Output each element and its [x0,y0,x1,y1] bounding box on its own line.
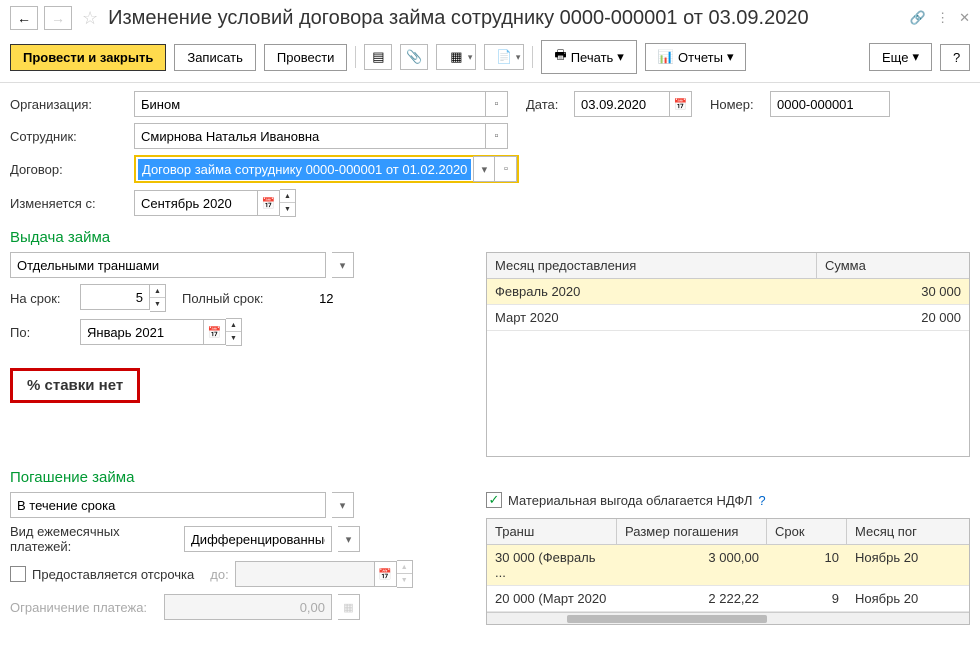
until-up[interactable]: ▲ [226,319,241,332]
issue-method-input[interactable] [10,252,326,278]
changes-from-input[interactable] [134,190,258,216]
employee-input[interactable] [134,123,486,149]
save-button[interactable]: Записать [174,44,256,71]
structure-icon[interactable]: ▤ [364,44,392,70]
org-open-icon[interactable]: ▫ [486,91,508,117]
contract-open-icon[interactable]: ▫ [495,156,517,182]
th-month[interactable]: Месяц предоставления [487,253,817,278]
th-sum[interactable]: Сумма [817,253,969,278]
table-row: Февраль 2020 30 000 [487,279,969,305]
employee-label: Сотрудник: [10,129,128,144]
page-title: Изменение условий договора займа сотрудн… [108,7,904,30]
term-down[interactable]: ▼ [150,298,165,311]
tranches-table: Месяц предоставления Сумма Февраль 2020 … [486,252,970,457]
deferral-label: Предоставляется отсрочка [32,567,194,582]
nav-forward-button[interactable]: → [44,6,72,30]
calendar-icon[interactable]: 📅 [670,91,692,117]
contract-dropdown-icon[interactable]: ▾ [473,156,495,182]
spinner-up[interactable]: ▲ [280,190,295,203]
limit-label: Ограничение платежа: [10,600,158,615]
payment-type-input[interactable] [184,526,332,552]
favorite-star-icon[interactable]: ☆ [82,8,98,29]
reports-button[interactable]: 📊 Отчеты ▾ [645,43,747,71]
th-repay[interactable]: Размер погашения [617,519,767,544]
rate-highlight-box: % ставки нет [10,368,140,403]
changes-calendar-icon[interactable]: 📅 [258,190,280,216]
number-label: Номер: [710,97,764,112]
ndfl-label: Материальная выгода облагается НДФЛ [508,493,752,508]
header-bar: ← → ☆ Изменение условий договора займа с… [0,0,980,36]
org-input[interactable] [134,91,486,117]
payment-type-dropdown-icon[interactable]: ▾ [338,526,360,552]
changes-from-label: Изменяется с: [10,196,128,211]
th-rterm[interactable]: Срок [767,519,847,544]
repay-method-input[interactable] [10,492,326,518]
until-calendar-icon[interactable]: 📅 [204,319,226,345]
th-rmonth[interactable]: Месяц пог [847,519,969,544]
number-input[interactable] [770,91,890,117]
toolbar: Провести и закрыть Записать Провести ▤ 📎… [0,36,980,83]
date-label: Дата: [526,97,568,112]
term-input[interactable] [80,284,150,310]
menu-dots-icon[interactable]: ⋮ [936,10,949,26]
deferral-calendar-icon: 📅 [375,561,397,587]
deferral-until-label: до: [210,567,228,582]
deferral-checkbox[interactable] [10,566,26,582]
help-button[interactable]: ? [940,44,970,71]
attachment-icon[interactable]: 📎 [400,44,428,70]
limit-calc-icon: ▦ [338,594,360,620]
repayment-table: Транш Размер погашения Срок Месяц пог 30… [486,518,970,625]
org-label: Организация: [10,97,128,112]
full-term-label: Полный срок: [182,291,264,306]
ndfl-checkbox[interactable]: ✓ [486,492,502,508]
date-input[interactable] [574,91,670,117]
full-term-input [270,285,340,311]
deferral-until-input [235,561,375,587]
nav-back-button[interactable]: ← [10,6,38,30]
term-up[interactable]: ▲ [150,285,165,298]
table-row: Март 2020 20 000 [487,305,969,331]
repay-method-dropdown-icon[interactable]: ▾ [332,492,354,518]
term-label: На срок: [10,291,74,306]
repayment-title: Погашение займа [10,469,970,486]
until-input[interactable] [80,319,204,345]
print-button[interactable]: 🖶 Печать ▾ [541,40,636,74]
table-row: 30 000 (Февраль ... 3 000,00 10 Ноябрь 2… [487,545,969,586]
until-label: По: [10,325,74,340]
contract-input-group: Договор займа сотруднику 0000-000001 от … [134,155,519,183]
create-based-icon[interactable]: 📄 [484,44,524,70]
contract-label: Договор: [10,162,128,177]
issue-method-dropdown-icon[interactable]: ▾ [332,252,354,278]
horizontal-scrollbar[interactable] [487,612,969,624]
post-close-button[interactable]: Провести и закрыть [10,44,166,71]
ndfl-help-link[interactable]: ? [758,493,765,508]
th-tranche[interactable]: Транш [487,519,617,544]
until-down[interactable]: ▼ [226,332,241,345]
more-button[interactable]: Еще ▾ [869,43,932,71]
register-icon[interactable]: ▦ [436,44,476,70]
payment-type-label: Вид ежемесячных платежей: [10,524,178,554]
contract-selected-text[interactable]: Договор займа сотруднику 0000-000001 от … [138,159,471,180]
post-button[interactable]: Провести [264,44,348,71]
employee-open-icon[interactable]: ▫ [486,123,508,149]
close-icon[interactable]: ✕ [959,10,970,26]
table-row: 20 000 (Март 2020 2 222,22 9 Ноябрь 20 [487,586,969,612]
loan-issue-title: Выдача займа [10,229,970,246]
spinner-down[interactable]: ▼ [280,203,295,216]
link-icon[interactable]: 🔗 [910,10,926,26]
limit-input [164,594,332,620]
